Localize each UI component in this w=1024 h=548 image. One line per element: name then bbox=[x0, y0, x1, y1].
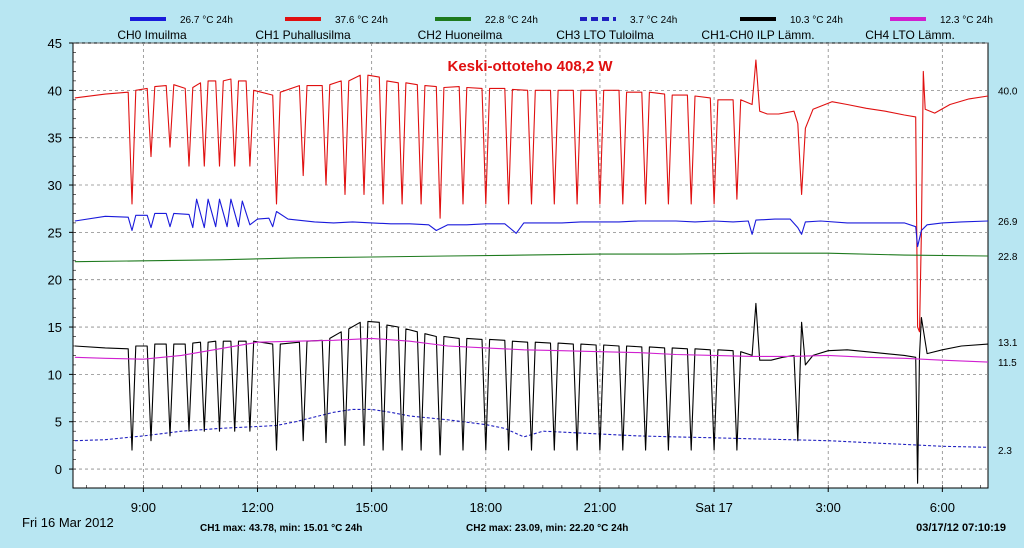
legend-name: CH1 Puhallusilma bbox=[255, 28, 351, 42]
y-tick-label: 40 bbox=[48, 83, 62, 98]
series-line-ch3-lto-tuloilma bbox=[74, 408, 989, 448]
legend-value: 26.7 °C 24h bbox=[180, 15, 233, 26]
right-value-label: 13.1 bbox=[998, 338, 1018, 349]
y-tick-label: 25 bbox=[48, 225, 62, 240]
right-value-label: 22.8 bbox=[998, 252, 1018, 263]
series-line-ch2-huoneilma bbox=[74, 252, 989, 263]
ticks: 0 5 10 15 20 25 30 35 40 45 9:00 12:00 15:00 18:00 21:… bbox=[48, 36, 981, 515]
x-tick-label: 6:00 bbox=[930, 500, 955, 515]
y-tick-label: 45 bbox=[48, 36, 62, 51]
legend-value: 3.7 °C 24h bbox=[630, 15, 677, 26]
series-group bbox=[74, 59, 989, 484]
y-tick-label: 35 bbox=[48, 131, 62, 146]
legend-name: CH4 LTO Lämm. bbox=[865, 28, 955, 42]
average-power-annotation: Keski-ottoteho 408,2 W bbox=[447, 58, 613, 75]
legend-name: CH3 LTO Tuloilma bbox=[556, 28, 654, 42]
x-tick-label: 9:00 bbox=[131, 500, 156, 515]
series-line-ch1-ch0-ilp-l-mm bbox=[74, 302, 989, 484]
timestamp: 03/17/12 07:10:19 bbox=[916, 522, 1006, 534]
y-tick-label: 15 bbox=[48, 320, 62, 335]
right-value-label: 40.0 bbox=[998, 86, 1018, 97]
x-tick-label: 18:00 bbox=[470, 500, 503, 515]
right-labels: 40.0 26.9 22.8 13.1 11.5 2.3 bbox=[998, 86, 1018, 457]
legend-value: 10.3 °C 24h bbox=[790, 15, 843, 26]
right-value-label: 11.5 bbox=[998, 358, 1017, 369]
y-tick-label: 10 bbox=[48, 367, 62, 382]
legend: 26.7 °C 24h CH0 Imuilma 37.6 °C 24h CH1 Puh… bbox=[117, 15, 993, 42]
start-date-label: Fri 16 Mar 2012 bbox=[22, 515, 114, 530]
series-line-ch0-imuilma bbox=[74, 198, 989, 248]
legend-name: CH2 Huoneilma bbox=[418, 28, 503, 42]
x-tick-label: 21:00 bbox=[584, 500, 617, 515]
legend-value: 12.3 °C 24h bbox=[940, 15, 993, 26]
x-tick-label: 15:00 bbox=[355, 500, 388, 515]
ch2-footer: CH2 max: 23.09, min: 22.20 °C 24h bbox=[466, 523, 628, 534]
x-tick-label: 3:00 bbox=[816, 500, 841, 515]
legend-name: CH1-CH0 ILP Lämm. bbox=[701, 28, 814, 42]
y-tick-label: 20 bbox=[48, 273, 62, 288]
y-tick-label: 30 bbox=[48, 178, 62, 193]
y-tick-label: 5 bbox=[55, 415, 62, 430]
legend-value: 37.6 °C 24h bbox=[335, 15, 388, 26]
ch1-footer: CH1 max: 43.78, min: 15.01 °C 24h bbox=[200, 523, 362, 534]
y-tick-label: 0 bbox=[55, 462, 62, 477]
x-tick-label: Sat 17 bbox=[695, 500, 733, 515]
x-tick-label: 12:00 bbox=[241, 500, 274, 515]
right-value-label: 26.9 bbox=[998, 217, 1018, 228]
legend-value: 22.8 °C 24h bbox=[485, 15, 538, 26]
series-line-ch1-puhallusilma bbox=[74, 59, 989, 333]
series-line-ch4-lto-l-mm bbox=[74, 337, 989, 363]
legend-name: CH0 Imuilma bbox=[117, 28, 187, 42]
grid bbox=[73, 42, 988, 488]
right-value-label: 2.3 bbox=[998, 446, 1012, 457]
